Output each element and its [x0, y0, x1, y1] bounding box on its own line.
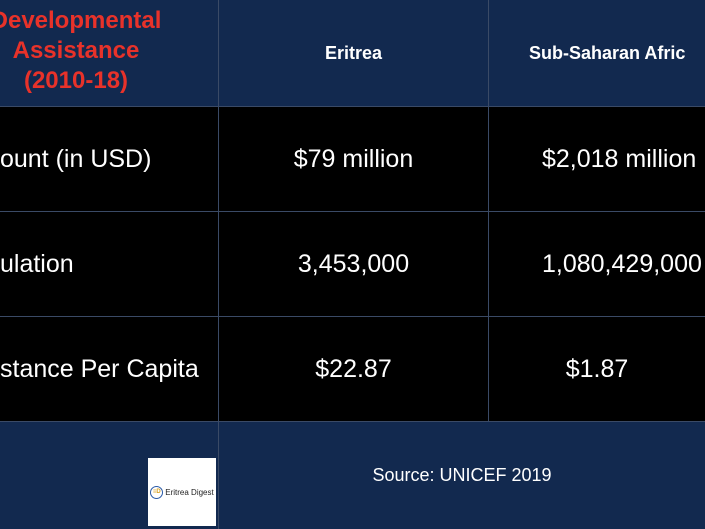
- title-line-2: Assistance: [12, 37, 140, 64]
- logo-text: Eritrea Digest: [165, 487, 214, 497]
- cell-value-text: $22.87: [315, 354, 392, 383]
- column-header-ssa-label: Sub-Saharan Afric: [529, 42, 686, 63]
- cell-value-text: 1,080,429,000: [542, 249, 702, 278]
- cell-value-text: $79 million: [293, 144, 414, 173]
- table-cell-value: 3,453,000: [219, 212, 488, 316]
- divider-horizontal: [0, 316, 705, 317]
- title-line-1: Developmental: [0, 7, 162, 34]
- eritrea-digest-logo: ≡D Eritrea Digest: [148, 458, 216, 526]
- cell-value-text: $2,018 million: [542, 144, 697, 173]
- table-title: Developmental Assistance (2010-18): [0, 6, 192, 96]
- column-header-ssa: Sub-Saharan Afric: [489, 0, 705, 106]
- table-row-label: ulation: [0, 212, 218, 316]
- logo-mark-icon: ≡D: [150, 485, 164, 499]
- column-header-eritrea: Eritrea: [219, 0, 488, 106]
- source-text: Source: UNICEF 2019: [372, 465, 552, 485]
- table-cell-value: $1.87: [489, 317, 705, 421]
- divider-horizontal: [0, 106, 705, 107]
- title-line-3: (2010-18): [23, 67, 129, 94]
- table-cell-value: $22.87: [219, 317, 488, 421]
- table-row-label: ount (in USD): [0, 107, 218, 211]
- header-title-cell: Developmental Assistance (2010-18): [0, 0, 218, 106]
- divider-vertical: [218, 0, 219, 529]
- divider-horizontal: [0, 421, 705, 422]
- row-label-text: ulation: [0, 249, 74, 278]
- table-cell-value: $79 million: [219, 107, 488, 211]
- footer-source-cell: Source: UNICEF 2019: [219, 422, 705, 529]
- row-label-text: ount (in USD): [0, 144, 152, 173]
- table-cell-value: 1,080,429,000: [489, 212, 705, 316]
- table-cell-value: $2,018 million: [489, 107, 705, 211]
- cell-value-text: $1.87: [565, 354, 629, 383]
- divider-horizontal: [0, 211, 705, 212]
- row-label-text: stance Per Capita: [0, 354, 199, 383]
- column-header-eritrea-label: Eritrea: [324, 42, 383, 63]
- table-row-label: stance Per Capita: [0, 317, 218, 421]
- cell-value-text: 3,453,000: [297, 249, 410, 278]
